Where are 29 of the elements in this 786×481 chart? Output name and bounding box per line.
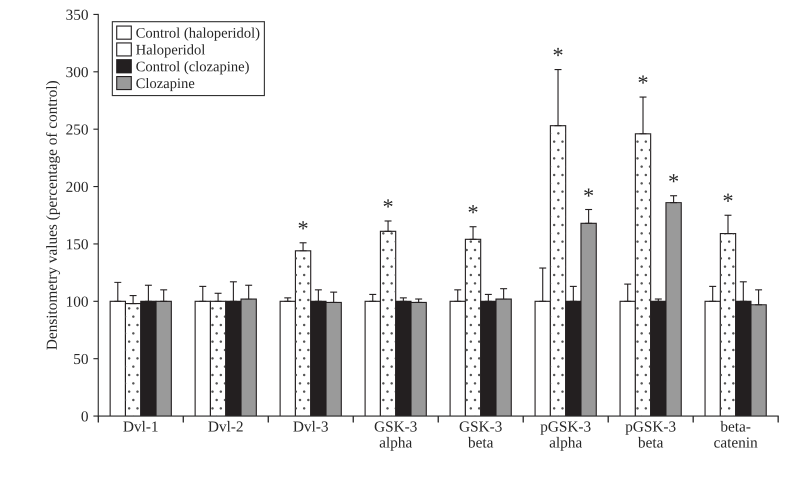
y-tick-label: 0 <box>81 411 88 422</box>
annotation: * <box>554 48 563 56</box>
legend-label: Control (haloperidol) <box>136 28 260 41</box>
x-tick-label: pGSK-3 beta <box>625 421 676 448</box>
legend-label: Clozapine <box>136 78 194 92</box>
annotation: * <box>468 205 478 214</box>
annotation: * <box>669 174 678 182</box>
annotation: * <box>724 194 732 202</box>
x-tick-label: pGSK-3 alpha <box>540 421 591 451</box>
x-tick-label: Dvl-1 <box>123 420 158 432</box>
y-tick-label: 150 <box>66 239 88 250</box>
x-tick-label: Dvl-3 <box>293 420 328 432</box>
legend-label: Haloperidol <box>136 44 206 58</box>
x-tick-label: beta- catenin <box>714 420 758 448</box>
y-tick-label: 200 <box>66 182 88 192</box>
x-tick-label: GSK-3 alpha <box>374 421 417 451</box>
annotation: * <box>584 188 594 197</box>
annotation: * <box>298 221 308 230</box>
x-tick-label: Dvl-2 <box>208 420 243 432</box>
y-tick-label: 350 <box>66 10 88 20</box>
y-axis-title: Densitometry values (percentage of control) <box>46 81 60 350</box>
x-tick-label: GSK-3 beta <box>460 421 502 448</box>
y-tick-label: 300 <box>66 66 88 78</box>
annotation: * <box>384 199 393 208</box>
y-tick-label: 50 <box>74 354 88 364</box>
legend-label: Control (clozapine) <box>136 61 249 74</box>
y-tick-label: 250 <box>66 124 88 135</box>
y-tick-label: 100 <box>66 296 88 307</box>
annotation: * <box>638 75 648 84</box>
